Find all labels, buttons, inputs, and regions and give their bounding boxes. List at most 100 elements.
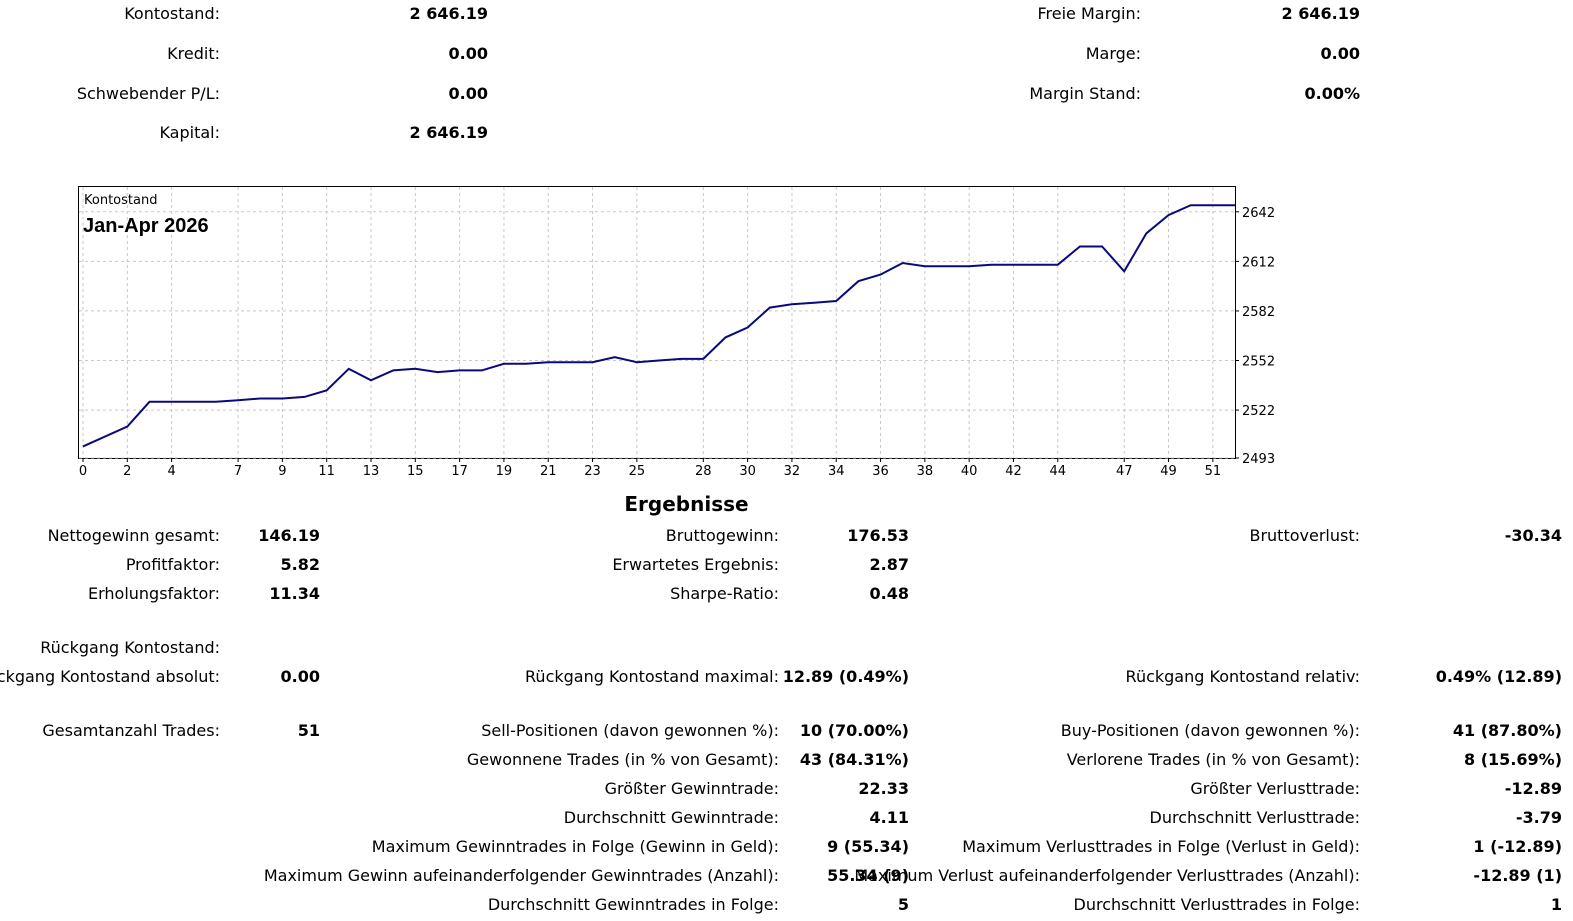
- gross-profit-value: 176.53: [847, 526, 909, 545]
- sharpe-ratio-label: Sharpe-Ratio:: [670, 584, 779, 603]
- largest-win-label: Größter Gewinntrade:: [604, 779, 779, 798]
- sell-positions-label: Sell-Positionen (davon gewonnen %):: [481, 721, 779, 740]
- gross-loss-value: -30.34: [1504, 526, 1562, 545]
- drawdown-maximal-value: 12.89 (0.49%): [782, 667, 909, 686]
- margin-level-value: 0.00%: [1304, 84, 1360, 103]
- credit-label: Kredit:: [167, 44, 220, 63]
- equity-value: 2 646.19: [409, 123, 488, 142]
- buy-positions-label: Buy-Positionen (davon gewonnen %):: [1060, 721, 1360, 740]
- x-tick-label: 9: [278, 464, 286, 479]
- y-tick-label: 2522: [1242, 404, 1275, 419]
- chart-title: Jan-Apr 2026: [83, 215, 209, 237]
- profit-factor-label: Profitfaktor:: [125, 555, 220, 574]
- drawdown-maximal-label: Rückgang Kontostand maximal:: [525, 667, 779, 686]
- lost-trades-value: 8 (15.69%): [1464, 750, 1562, 769]
- expected-payoff-label: Erwartetes Ergebnis:: [612, 555, 779, 574]
- x-axis-ticks: 0 2 4 7 9 11 13 15 17 19 21 23 25 28 30 32 34 36 38 40 42 44 4…: [79, 458, 1221, 479]
- x-tick-label: 7: [234, 464, 242, 479]
- largest-loss-value: -12.89: [1504, 779, 1562, 798]
- margin-label: Marge:: [1085, 44, 1141, 63]
- x-tick-label: 30: [739, 464, 756, 479]
- max-consecutive-losses-label: Maximum Verlusttrades in Folge (Verlust …: [962, 837, 1360, 856]
- max-consecutive-profit-label: Maximum Gewinn aufeinanderfolgender Gewi…: [263, 866, 779, 885]
- drawdown-absolute-label: Rückgang Kontostand absolut:: [0, 667, 220, 686]
- x-tick-label: 21: [540, 464, 557, 479]
- x-tick-label: 0: [79, 464, 87, 479]
- x-tick-label: 28: [695, 464, 712, 479]
- average-loss-label: Durchschnitt Verlusttrade:: [1149, 808, 1360, 827]
- net-profit-value: 146.19: [258, 526, 320, 545]
- free-margin-label: Freie Margin:: [1037, 4, 1141, 23]
- chart-label: Kontostand: [84, 193, 157, 208]
- lost-trades-label: Verlorene Trades (in % von Gesamt):: [1066, 750, 1360, 769]
- balance-line: [82, 204, 1235, 448]
- drawdown-absolute-value: 0.00: [280, 667, 320, 686]
- max-consecutive-wins-label: Maximum Gewinntrades in Folge (Gewinn in…: [371, 837, 779, 856]
- largest-win-value: 22.33: [858, 779, 909, 798]
- balance-label: Kontostand:: [124, 4, 220, 23]
- x-tick-label: 13: [363, 464, 380, 479]
- results-title: Ergebnisse: [624, 492, 749, 516]
- y-tick-label: 2552: [1242, 355, 1275, 370]
- recovery-factor-label: Erholungsfaktor:: [87, 584, 220, 603]
- drawdown-relative-value: 0.49% (12.89): [1435, 667, 1562, 686]
- x-tick-label: 19: [496, 464, 513, 479]
- average-win-value: 4.11: [869, 808, 909, 827]
- x-tick-label: 17: [451, 464, 468, 479]
- recovery-factor-value: 11.34: [269, 584, 320, 603]
- y-tick-label: 2582: [1242, 305, 1275, 320]
- buy-positions-value: 41 (87.80%): [1452, 721, 1562, 740]
- x-tick-label: 11: [318, 464, 335, 479]
- balance-chart: 0 2 4 7 9 11 13 15 17 19 21 23 25 28 30 32 34 36 38 40 42 44 4…: [78, 186, 1275, 479]
- max-consecutive-wins-value: 9 (55.34): [827, 837, 909, 856]
- margin-level-label: Margin Stand:: [1029, 84, 1141, 103]
- sharpe-ratio-value: 0.48: [869, 584, 909, 603]
- x-tick-label: 51: [1205, 464, 1222, 479]
- y-tick-label: 2493: [1242, 452, 1275, 467]
- drawdown-relative-label: Rückgang Kontostand relativ:: [1125, 667, 1360, 686]
- y-tick-label: 2642: [1242, 206, 1275, 221]
- x-tick-label: 32: [784, 464, 801, 479]
- x-tick-label: 2: [123, 464, 131, 479]
- margin-value: 0.00: [1320, 44, 1360, 63]
- sell-positions-value: 10 (70.00%): [799, 721, 909, 740]
- y-axis-ticks: 2493 2522 2552 2582 2612 2642: [1235, 206, 1275, 467]
- x-tick-label: 40: [961, 464, 978, 479]
- won-trades-label: Gewonnene Trades (in % von Gesamt):: [466, 750, 779, 769]
- floating-pl-value: 0.00: [448, 84, 488, 103]
- total-trades-label: Gesamtanzahl Trades:: [42, 721, 220, 740]
- balance-value: 2 646.19: [409, 4, 488, 23]
- expected-payoff-value: 2.87: [869, 555, 909, 574]
- drawdown-header: Rückgang Kontostand:: [40, 638, 220, 657]
- chart-frame: [78, 186, 1236, 459]
- average-consecutive-wins-label: Durchschnitt Gewinntrades in Folge:: [487, 895, 779, 914]
- x-tick-label: 4: [167, 464, 175, 479]
- x-tick-label: 25: [629, 464, 646, 479]
- free-margin-value: 2 646.19: [1281, 4, 1360, 23]
- x-tick-label: 34: [828, 464, 845, 479]
- x-tick-label: 49: [1160, 464, 1177, 479]
- average-consecutive-wins-value: 5: [897, 895, 909, 914]
- x-tick-label: 36: [872, 464, 889, 479]
- y-tick-label: 2612: [1242, 255, 1275, 270]
- total-trades-value: 51: [297, 721, 320, 740]
- profit-factor-value: 5.82: [280, 555, 320, 574]
- average-consecutive-losses-label: Durchschnitt Verlusttrades in Folge:: [1073, 895, 1360, 914]
- average-loss-value: -3.79: [1515, 808, 1562, 827]
- x-tick-label: 44: [1049, 464, 1066, 479]
- max-consecutive-loss-value: -12.89 (1): [1473, 866, 1562, 885]
- max-consecutive-losses-value: 1 (-12.89): [1473, 837, 1562, 856]
- max-consecutive-profit-value: 55.34 (9): [827, 866, 909, 885]
- x-tick-label: 42: [1005, 464, 1022, 479]
- x-tick-label: 38: [917, 464, 934, 479]
- floating-pl-label: Schwebender P/L:: [76, 84, 220, 103]
- gross-loss-label: Bruttoverlust:: [1249, 526, 1360, 545]
- gross-profit-label: Bruttogewinn:: [665, 526, 779, 545]
- equity-label: Kapital:: [159, 123, 220, 142]
- net-profit-label: Nettogewinn gesamt:: [47, 526, 220, 545]
- credit-value: 0.00: [448, 44, 488, 63]
- won-trades-value: 43 (84.31%): [799, 750, 909, 769]
- average-consecutive-losses-value: 1: [1550, 895, 1562, 914]
- largest-loss-label: Größter Verlusttrade:: [1190, 779, 1360, 798]
- x-tick-label: 23: [584, 464, 601, 479]
